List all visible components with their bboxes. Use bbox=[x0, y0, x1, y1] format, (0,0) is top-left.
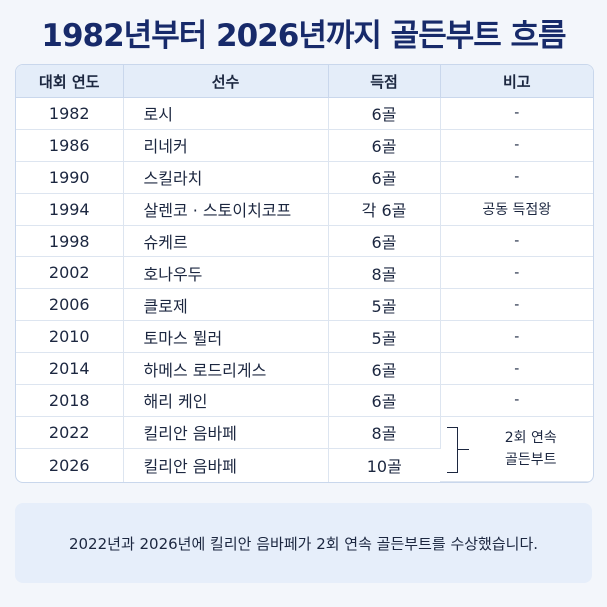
goals-cell: 10골 bbox=[366, 457, 402, 477]
player-cell: 킬리안 음바페 bbox=[123, 448, 329, 482]
year-cell: 1982 bbox=[16, 97, 124, 130]
note-cell: - bbox=[440, 320, 593, 354]
goals-cell: 각 6골 bbox=[328, 193, 441, 226]
header-note: 비고 bbox=[440, 65, 593, 98]
goals-cell: 8골 bbox=[328, 256, 441, 290]
merged-note-text: 2회 연속 골든부트 bbox=[505, 427, 557, 471]
year-cell: 1994 bbox=[16, 193, 124, 226]
note-cell: - bbox=[440, 352, 593, 386]
note-cell: - bbox=[440, 129, 593, 162]
year-cell: 2006 bbox=[16, 288, 124, 322]
goals-cell: 5골 bbox=[328, 320, 441, 354]
note-cell: - bbox=[440, 97, 593, 130]
table-header-row: 대회 연도 선수 득점 비고 bbox=[16, 65, 593, 98]
player-cell: 토마스 뮐러 bbox=[123, 320, 329, 354]
table-row: 2018 해리 케인 6골 - bbox=[16, 384, 593, 417]
table-row: 2014 하메스 로드리게스 6골 - bbox=[16, 352, 593, 386]
goals-cell: 5골 bbox=[328, 288, 441, 322]
year-cell: 1990 bbox=[16, 161, 124, 194]
player-cell: 킬리안 음바페 bbox=[123, 416, 329, 449]
table-row: 2002 호나우두 8골 - bbox=[16, 256, 593, 290]
year-cell: 2018 bbox=[16, 384, 124, 417]
table-row: 1990 스킬라치 6골 - bbox=[16, 161, 593, 194]
table-row: 2026 킬리안 음바페 10골 bbox=[16, 448, 593, 482]
note-cell: - bbox=[440, 161, 593, 194]
page-title: 1982년부터 2026년까지 골든부트 흐름 bbox=[41, 18, 566, 54]
merged-note-cell: 2회 연속 골든부트 bbox=[440, 416, 593, 482]
table-row: 2022 킬리안 음바페 8골 2회 연속 골든부트 bbox=[16, 416, 593, 482]
merged-note-line1: 2회 연속 bbox=[504, 430, 557, 447]
player-cell: 살렌코 · 스토이치코프 bbox=[123, 193, 329, 226]
merged-note-line2: 골든부트 bbox=[504, 452, 557, 469]
header-player: 선수 bbox=[123, 65, 329, 98]
header-year: 대회 연도 bbox=[16, 65, 124, 98]
golden-boot-table-card: 대회 연도 선수 득점 비고 1982 로시 6골 - 1986 리네커 6골 … bbox=[15, 64, 594, 483]
year-cell: 2022 bbox=[16, 416, 124, 449]
goals-cell: 6골 bbox=[328, 384, 441, 417]
goals-cell: 6골 bbox=[328, 161, 441, 194]
footnote-text: 2022년과 2026년에 킬리안 음바페가 2회 연속 골든부트를 수상했습니… bbox=[68, 534, 539, 553]
year-cell: 1986 bbox=[16, 129, 124, 162]
player-cell: 스킬라치 bbox=[123, 161, 329, 194]
table-row: 2006 클로제 5골 - bbox=[16, 288, 593, 322]
year-cell: 2002 bbox=[16, 256, 124, 290]
note-cell: - bbox=[440, 256, 593, 290]
goals-cell: 6골 bbox=[328, 97, 441, 130]
player-cell: 하메스 로드리게스 bbox=[123, 352, 329, 386]
goals-cell: 6골 bbox=[328, 352, 441, 386]
player-cell: 클로제 bbox=[123, 288, 329, 322]
goals-cell: 6골 bbox=[328, 129, 441, 162]
year-cell: 1998 bbox=[16, 225, 124, 258]
note-cell: - bbox=[440, 288, 593, 322]
bracket-mark bbox=[446, 426, 469, 473]
player-cell: 로시 bbox=[123, 97, 329, 130]
player-cell: 슈케르 bbox=[123, 225, 329, 258]
goals-cell: 6골 bbox=[328, 225, 441, 258]
table-row: 1998 슈케르 6골 - bbox=[16, 225, 593, 258]
golden-boot-table: 대회 연도 선수 득점 비고 1982 로시 6골 - 1986 리네커 6골 … bbox=[16, 65, 593, 482]
goals-cell: 8골 bbox=[328, 416, 441, 449]
player-cell: 리네커 bbox=[123, 129, 329, 162]
note-cell: 공동 득점왕 bbox=[440, 193, 593, 226]
year-cell: 2014 bbox=[16, 352, 124, 386]
table-row: 2010 토마스 뮐러 5골 - bbox=[16, 320, 593, 354]
table-row: 1986 리네커 6골 - bbox=[16, 129, 593, 162]
year-cell: 2026 bbox=[16, 448, 124, 482]
note-cell: - bbox=[440, 384, 593, 417]
footnote-box: 2022년과 2026년에 킬리안 음바페가 2회 연속 골든부트를 수상했습니… bbox=[15, 503, 592, 583]
header-goals: 득점 bbox=[328, 65, 441, 98]
table-row: 1982 로시 6골 - bbox=[16, 97, 593, 130]
table-row: 1994 살렌코 · 스토이치코프 각 6골 공동 득점왕 bbox=[16, 193, 593, 226]
year-cell: 2010 bbox=[16, 320, 124, 354]
player-cell: 해리 케인 bbox=[123, 384, 329, 417]
note-cell: - bbox=[440, 225, 593, 258]
player-cell: 호나우두 bbox=[123, 256, 329, 290]
